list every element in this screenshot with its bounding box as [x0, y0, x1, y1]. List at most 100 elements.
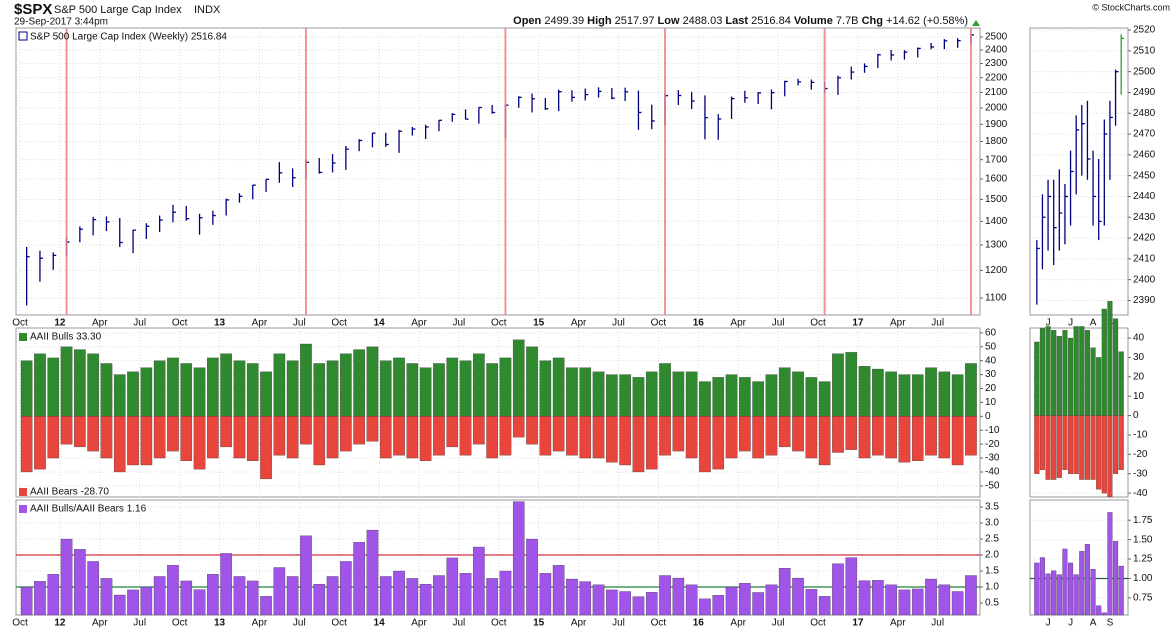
- sentiment-bar: [379, 360, 392, 417]
- sentiment-bar: [180, 580, 193, 616]
- x-tick-label: Apr: [730, 318, 746, 329]
- x-tick-label: A: [1090, 318, 1097, 329]
- sentiment-bar: [486, 578, 498, 616]
- sentiment-bar: [406, 416, 419, 459]
- sentiment-bar: [805, 377, 818, 417]
- x-tick-label: Jul: [133, 618, 146, 629]
- y-tick-label: 1.25: [1133, 554, 1153, 565]
- sentiment-bar: [260, 416, 272, 480]
- legend-label: AAII Bulls 33.30: [30, 332, 102, 343]
- y-tick-label: 2300: [985, 58, 1008, 69]
- sentiment-bar: [1084, 330, 1090, 416]
- sentiment-bar: [725, 586, 738, 616]
- sentiment-bar: [925, 367, 937, 417]
- sentiment-bar: [1079, 326, 1085, 416]
- sentiment-bar: [645, 591, 658, 616]
- sentiment-bar: [127, 589, 139, 616]
- x-tick-label: Oct: [491, 618, 507, 629]
- y-tick-label: 2410: [1133, 253, 1156, 264]
- sentiment-bar: [1045, 326, 1051, 416]
- sentiment-bar: [366, 529, 379, 616]
- sentiment-bar: [832, 563, 844, 616]
- sentiment-bar: [406, 578, 419, 616]
- x-tick-label: Oct: [172, 618, 188, 629]
- sentiment-bar: [659, 363, 671, 417]
- sentiment-bar: [100, 363, 113, 417]
- sentiment-bar: [632, 596, 645, 616]
- sentiment-bar: [113, 594, 126, 616]
- sentiment-bar: [898, 589, 911, 616]
- y-tick-label: 1200: [985, 265, 1008, 276]
- x-tick-label: 15: [533, 618, 545, 629]
- sentiment-bar: [1062, 330, 1068, 416]
- y-tick-label: 0.75: [1133, 593, 1153, 604]
- sentiment-bar: [87, 353, 99, 417]
- sentiment-bar: [1101, 415, 1107, 494]
- sentiment-bar: [167, 357, 179, 417]
- x-tick-label: Jul: [293, 318, 306, 329]
- sentiment-bar: [34, 416, 46, 470]
- y-tick-label: 1700: [985, 154, 1008, 165]
- sentiment-bar: [87, 561, 99, 616]
- sentiment-bar: [379, 416, 392, 459]
- sentiment-bar: [1062, 548, 1068, 616]
- sentiment-bar: [140, 416, 153, 466]
- legend-label: AAII Bears -28.70: [30, 487, 109, 498]
- y-tick-label: 1600: [985, 174, 1008, 185]
- sentiment-bar: [1096, 357, 1102, 416]
- sentiment-bar: [1062, 415, 1068, 471]
- sentiment-bar: [353, 416, 365, 445]
- sentiment-bar: [566, 416, 578, 456]
- stat-label: High: [587, 15, 612, 27]
- sentiment-bar: [1107, 512, 1113, 616]
- sentiment-bar: [74, 349, 86, 417]
- sentiment-bar: [340, 416, 352, 452]
- sentiment-bar: [313, 416, 326, 466]
- sentiment-bar: [725, 374, 738, 417]
- sentiment-bar: [1056, 415, 1062, 478]
- y-tick-label: -40: [1133, 488, 1148, 499]
- sentiment-bar: [446, 557, 459, 616]
- sentiment-bar: [872, 368, 884, 417]
- stat-value: 2516.84: [751, 15, 791, 27]
- sentiment-bar: [805, 416, 818, 459]
- stat-label: Last: [725, 15, 748, 27]
- x-tick-label: Apr: [411, 618, 427, 629]
- y-tick-label: 20: [985, 383, 997, 394]
- sentiment-bar: [938, 371, 951, 417]
- sentiment-bar: [858, 416, 871, 459]
- sentiment-bar: [300, 535, 312, 616]
- y-tick-label: 2520: [1133, 25, 1156, 36]
- sentiment-bar: [739, 583, 751, 616]
- x-tick-label: Jul: [293, 618, 306, 629]
- sentiment-bar: [406, 363, 419, 417]
- sentiment-bar: [47, 357, 60, 417]
- sentiment-bar: [1056, 335, 1062, 416]
- x-tick-label: 15: [533, 318, 545, 329]
- sentiment-bar: [659, 416, 671, 456]
- y-tick-label: 2460: [1133, 150, 1156, 161]
- sentiment-bar: [579, 367, 592, 417]
- sentiment-bar: [552, 416, 565, 452]
- sentiment-bar: [872, 416, 884, 456]
- x-tick-label: 12: [54, 618, 66, 629]
- sentiment-bar: [792, 577, 804, 616]
- sentiment-bar: [579, 581, 592, 616]
- sentiment-bar: [193, 367, 206, 417]
- sentiment-bar: [446, 357, 459, 417]
- sentiment-bar: [659, 575, 671, 616]
- sentiment-bar: [752, 592, 764, 616]
- sentiment-bar: [539, 416, 552, 456]
- sentiment-bar: [712, 595, 725, 616]
- x-tick-label: Apr: [571, 318, 587, 329]
- sentiment-bar: [193, 589, 206, 616]
- sentiment-bar: [526, 416, 538, 445]
- y-tick-label: 2400: [1133, 274, 1156, 285]
- sentiment-bar: [419, 416, 432, 461]
- sentiment-bar: [113, 416, 126, 473]
- sentiment-bar: [1073, 415, 1079, 474]
- sentiment-bar: [965, 575, 977, 616]
- sentiment-bar: [1096, 605, 1102, 616]
- y-tick-label: 20: [1133, 371, 1145, 382]
- sentiment-bar: [1090, 569, 1096, 616]
